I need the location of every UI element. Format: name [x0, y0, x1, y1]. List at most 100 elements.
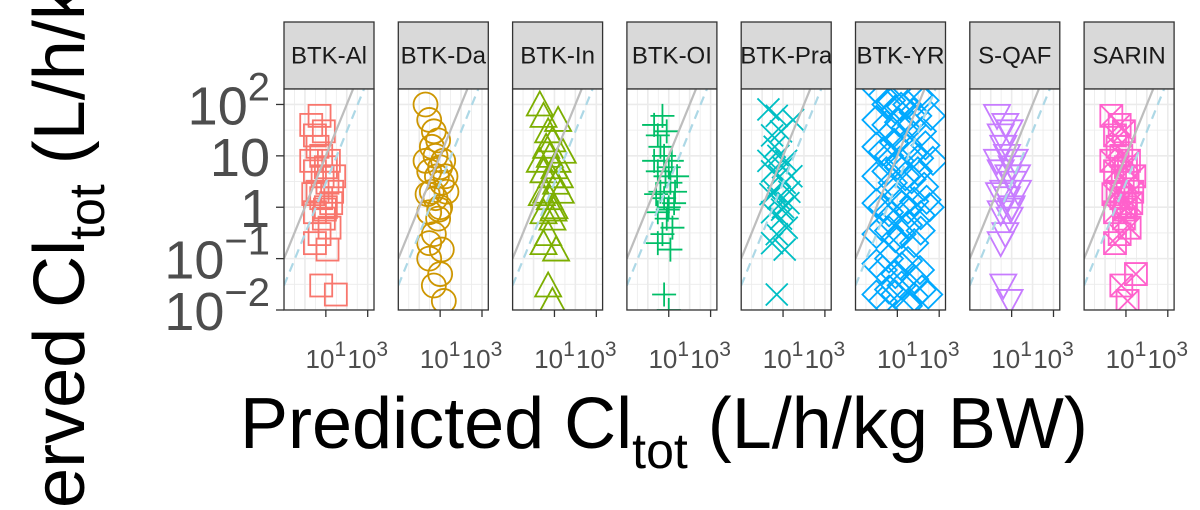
- x-tick-label: 101: [306, 338, 347, 374]
- data-point: [307, 103, 332, 128]
- x-tick-label: 103: [1147, 338, 1188, 374]
- identity-line: [1084, 89, 1155, 260]
- data-point: [986, 200, 1016, 228]
- data-point: [986, 231, 1016, 259]
- x-tick-label: 103: [690, 338, 731, 374]
- data-point: [538, 194, 569, 222]
- y-axis-title: Observed Cltot (L/h/kg BW): [20, 0, 115, 510]
- data-point: [773, 237, 797, 262]
- facet-panel: BTK-In 101 103: [511, 21, 617, 374]
- data-point: [655, 197, 680, 222]
- facet-panel: BTK-OI 101 103: [626, 21, 731, 374]
- facet-strip: [854, 21, 947, 90]
- data-point: [648, 134, 673, 159]
- data-point: [898, 186, 930, 217]
- data-point: [663, 179, 688, 204]
- facet-strip: [969, 21, 1061, 90]
- data-point: [892, 89, 923, 120]
- data-point: [995, 289, 1025, 310]
- panel-border: [626, 88, 718, 311]
- reference-lines: [626, 89, 709, 286]
- panel-background: [626, 89, 717, 310]
- x-tick-label: 103: [919, 338, 960, 374]
- data-point: [995, 119, 1025, 147]
- facet-strip: [397, 21, 489, 90]
- data-point: [539, 286, 566, 310]
- reference-lines: [741, 89, 823, 286]
- facet-strip: [511, 21, 604, 90]
- data-point: [425, 205, 452, 232]
- panel-border: [283, 88, 375, 311]
- data-point: [546, 176, 576, 204]
- y-tick-label: 10−1: [164, 220, 270, 291]
- data-point: [886, 218, 917, 250]
- facet-strip-label: SARIN: [1092, 43, 1165, 70]
- data-point: [995, 206, 1025, 234]
- data-point: [412, 91, 439, 118]
- data-point: [902, 156, 934, 187]
- data-point: [541, 234, 571, 262]
- data-point: [867, 212, 898, 243]
- panel-background: [741, 89, 832, 310]
- facet-strip-label: BTK-YR: [856, 43, 944, 70]
- data-point: [779, 164, 804, 188]
- facet-strip-label: S-QAF: [978, 43, 1051, 70]
- identity-line: [512, 89, 583, 260]
- x-tick-label: 103: [347, 338, 388, 374]
- data-point: [528, 228, 559, 256]
- facet-panel: BTK-Da 101 103: [397, 21, 503, 374]
- data-point: [662, 191, 687, 216]
- facet-panel: S-QAF 101 103: [969, 21, 1074, 374]
- data-point: [311, 206, 336, 231]
- data-point: [988, 273, 1018, 301]
- x-tick-label: 101: [877, 338, 918, 374]
- data-point: [660, 215, 685, 240]
- data-point: [906, 274, 938, 305]
- data-point: [525, 89, 555, 117]
- data-point: [1003, 179, 1033, 207]
- data-point: [1103, 231, 1127, 256]
- identity-line: [855, 89, 926, 260]
- x-tick-label: 103: [805, 338, 846, 374]
- x-tick-label: 103: [462, 338, 503, 374]
- data-point: [319, 191, 344, 216]
- reference-lines: [969, 89, 1052, 286]
- data-point: [911, 184, 942, 215]
- facet-strip-label: BTK-Al: [291, 43, 367, 70]
- data-point: [867, 136, 898, 168]
- x-tick-label: 103: [1033, 338, 1074, 374]
- facet-strip-label: BTK-Da: [401, 43, 487, 70]
- series-points: [642, 103, 690, 310]
- reference-lines: [1084, 89, 1166, 286]
- data-point: [536, 161, 566, 189]
- data-point: [873, 243, 905, 274]
- data-point: [525, 145, 555, 173]
- data-point: [917, 145, 946, 177]
- identity-line: [398, 89, 469, 260]
- facet-strip-label: BTK-Pra: [740, 43, 833, 70]
- identity-line: [969, 89, 1041, 260]
- data-point: [760, 231, 784, 255]
- fold-line: [512, 89, 594, 286]
- facet-panel: BTK-Pra 101 103: [740, 21, 846, 374]
- data-point: [908, 171, 940, 203]
- fold-line: [969, 89, 1052, 286]
- data-point: [309, 273, 334, 298]
- facet-strip: [626, 21, 718, 90]
- data-point: [315, 237, 340, 262]
- x-axis-title-unit: (L/h/kg BW): [688, 384, 1088, 464]
- panel-background: [398, 89, 489, 310]
- data-point: [867, 254, 898, 286]
- series-points: [1099, 103, 1148, 310]
- data-point: [416, 230, 443, 257]
- data-point: [996, 197, 1026, 225]
- data-point: [1115, 289, 1140, 310]
- series-points: [861, 89, 946, 310]
- data-point: [1112, 119, 1136, 144]
- data-point: [650, 103, 675, 128]
- identity-line: [741, 89, 812, 260]
- data-point: [432, 163, 459, 190]
- data-point: [861, 131, 892, 163]
- x-tick-label: 103: [576, 338, 617, 374]
